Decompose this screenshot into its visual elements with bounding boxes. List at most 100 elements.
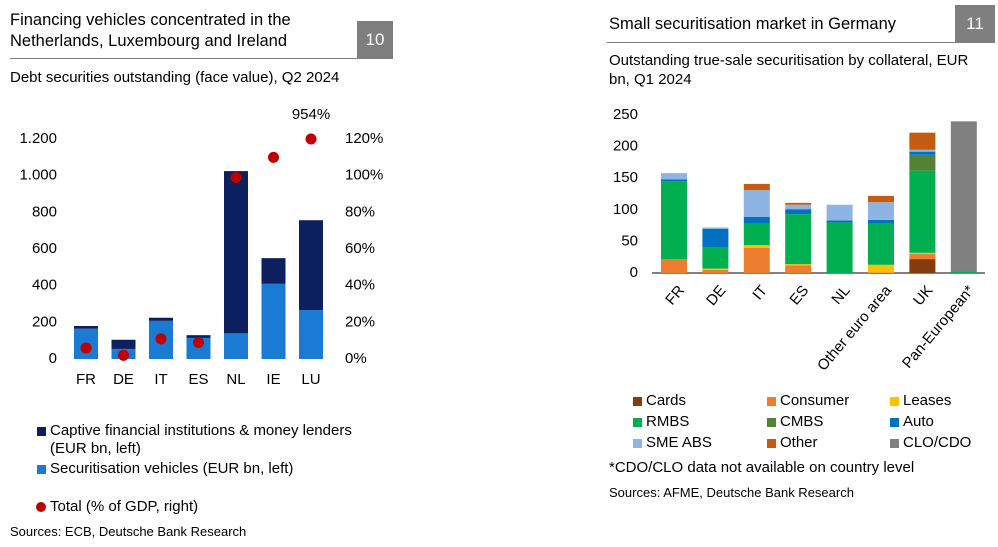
bar-segment [299, 220, 323, 311]
title-rule [607, 42, 995, 43]
dot [268, 151, 279, 163]
y2-tick-label: 100% [345, 167, 383, 184]
bar-segment [785, 264, 812, 266]
bar-segment [186, 335, 211, 338]
bar-segment [909, 170, 936, 253]
bar-segment [186, 337, 211, 359]
bar-segment [702, 268, 729, 270]
bar-segment [785, 214, 812, 265]
legend-label: Consumer [780, 392, 850, 409]
legend-swatch [37, 465, 46, 474]
x-tick-label: IT [154, 371, 167, 388]
legend-label: RMBS [646, 413, 690, 430]
chart-number: 10 [357, 21, 393, 58]
dot [155, 333, 167, 345]
bar-segment [909, 254, 936, 260]
x-tick-label: FR [662, 282, 688, 308]
y-tick-label: 150 [613, 169, 638, 186]
y-tick-label: 50 [621, 232, 638, 249]
legend-swatch [767, 418, 776, 427]
bar-segment [702, 269, 729, 273]
x-tick-label: LU [301, 371, 320, 388]
bar-segment [950, 271, 977, 273]
bar-segment [702, 228, 729, 248]
bar-segment [661, 259, 687, 273]
bar-segment [785, 202, 812, 205]
bar-segment [868, 272, 894, 273]
legend-swatch [767, 397, 776, 406]
x-tick-label: DE [703, 282, 729, 309]
legend-swatch [633, 397, 642, 406]
bar-segment [74, 326, 98, 329]
y-tick-label: 0 [49, 350, 57, 367]
bar-segment [743, 190, 770, 217]
legend-swatch [37, 427, 46, 436]
legend-label: Captive financial institutions & money l… [50, 422, 352, 457]
y2-tick-label: 0% [345, 350, 367, 367]
y-tick-label: 200 [32, 313, 57, 330]
legend-label: Leases [903, 392, 952, 409]
chart-title: Financing vehicles concentrated in the N… [10, 11, 291, 50]
bar-segment [826, 204, 853, 221]
x-tick-label: UK [910, 282, 936, 309]
bar-segment [785, 265, 812, 273]
legend-label: SME ABS [646, 434, 712, 451]
x-tick-label: NL [828, 282, 853, 308]
legend-label: Other [780, 434, 818, 451]
dot [193, 337, 204, 348]
legend-label: Auto [903, 413, 934, 430]
x-tick-label: Other euro area [814, 282, 896, 375]
bar-segment [909, 259, 936, 273]
y-tick-label: 0 [630, 264, 638, 281]
bar-segment [909, 252, 936, 255]
x-tick-label: NL [226, 371, 245, 388]
bar-segment [743, 245, 770, 248]
footnote: *CDO/CLO data not available on country l… [609, 459, 915, 476]
bar-segment [868, 264, 894, 273]
y-tick-label: 200 [613, 138, 638, 155]
bar-segment [661, 181, 687, 260]
bar-segment [868, 202, 894, 220]
bar-segment [743, 247, 770, 273]
dot [305, 133, 317, 145]
bar-segment [111, 339, 136, 349]
y2-tick-label: 40% [345, 277, 375, 294]
x-tick-label: ES [786, 282, 812, 308]
chart-subtitle: Debt securities outstanding (face value)… [10, 69, 340, 86]
y2-tick-label: 80% [345, 203, 375, 220]
bar-segment [743, 223, 770, 246]
bar-segment [826, 222, 853, 273]
bar-segment [224, 333, 248, 359]
bar-segment [785, 204, 812, 210]
legend-label: Total (% of GDP, right) [50, 498, 199, 515]
x-tick-label: IT [749, 282, 771, 303]
x-tick-label: FR [76, 371, 96, 388]
legend-label: CMBS [780, 413, 824, 430]
bar-segment [826, 220, 853, 223]
x-tick-label: DE [113, 371, 134, 388]
y2-tick-label: 60% [345, 240, 375, 257]
legend-swatch [890, 397, 899, 406]
legend-label: Cards [646, 392, 687, 409]
dot [118, 349, 129, 361]
bar-segment [950, 121, 977, 272]
bar-segment [909, 154, 936, 171]
y-tick-label: 600 [32, 240, 57, 257]
bar-segment [661, 173, 687, 180]
bar-segment [743, 183, 770, 191]
legend-swatch [633, 439, 642, 448]
bar-segment [149, 317, 173, 321]
y-tick-label: 800 [32, 203, 57, 220]
y-tick-label: 1.000 [19, 167, 57, 184]
bar-segment [785, 209, 812, 215]
bar-segment [868, 195, 894, 203]
source: Sources: AFME, Deutsche Bank Research [609, 485, 854, 500]
bar-segment [261, 283, 286, 359]
legend-label: CLO/CDO [903, 434, 972, 451]
bar-segment [702, 227, 729, 229]
x-tick-label: IE [266, 371, 280, 388]
legend-swatch [767, 439, 776, 448]
bar-segment [661, 179, 687, 182]
